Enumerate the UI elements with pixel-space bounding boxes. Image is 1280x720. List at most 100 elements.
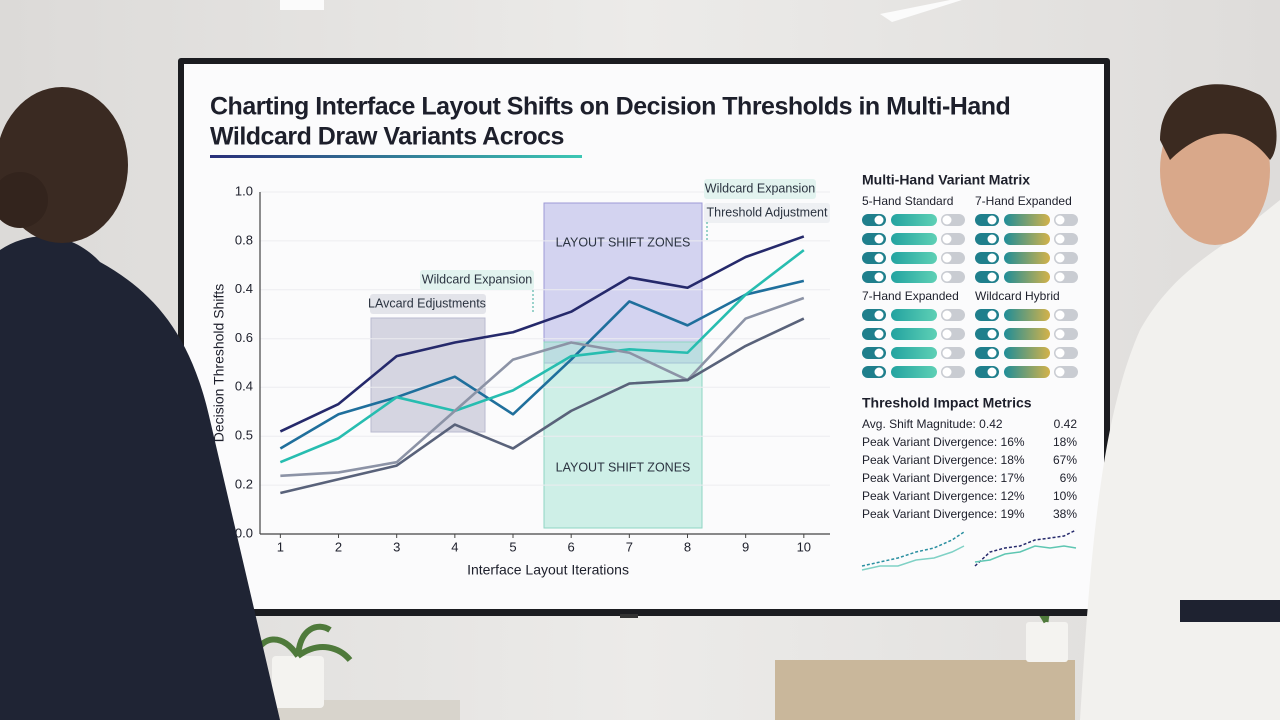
- person-right: [1080, 200, 1280, 720]
- annotation: LAvcard Edjustments: [368, 296, 486, 310]
- ceiling-light: [280, 0, 324, 10]
- series-line: [279, 279, 805, 450]
- metric-value: 18%: [1053, 435, 1077, 449]
- variant-bar: [1004, 271, 1050, 283]
- variant-group-title: 7-Hand Expanded: [975, 194, 1072, 208]
- annotation-box: [370, 294, 486, 314]
- ceiling-light: [880, 0, 962, 22]
- matrix-title: Multi-Hand Variant Matrix: [862, 172, 1030, 188]
- variant-bar: [1004, 366, 1050, 378]
- annotation: LAYOUT SHIFT ZONES: [556, 460, 691, 474]
- toggle-knob: [987, 272, 997, 282]
- toggle-knob: [942, 329, 952, 339]
- toggle-knob: [1055, 215, 1065, 225]
- series-line: [279, 235, 805, 433]
- title-underline: [210, 155, 582, 158]
- sparkline: [861, 531, 965, 567]
- toggle-knob: [987, 329, 997, 339]
- person-right-hair: [1160, 84, 1277, 160]
- toggle-knob: [874, 348, 884, 358]
- toggle-knob: [1055, 253, 1065, 263]
- annotation-box: [420, 270, 534, 290]
- planter: [272, 656, 324, 708]
- toggle-knob: [987, 253, 997, 263]
- person-left-hair: [0, 172, 48, 228]
- metric-label: Peak Variant Divergence: 17%: [862, 471, 1025, 485]
- series-line: [280, 317, 805, 495]
- toggle-knob: [942, 234, 952, 244]
- toggle-knob: [942, 348, 952, 358]
- y-tick-label: 0.2: [235, 477, 253, 492]
- toggle-knob: [1055, 272, 1065, 282]
- x-tick-label: 8: [684, 539, 691, 554]
- variant-bar: [1004, 252, 1050, 264]
- metric-label: Peak Variant Divergence: 16%: [862, 435, 1025, 449]
- metric-label: Peak Variant Divergence: 19%: [862, 507, 1025, 521]
- x-tick-label: 10: [797, 539, 811, 554]
- toggle-knob: [1055, 329, 1065, 339]
- metrics-title: Threshold Impact Metrics: [862, 395, 1032, 411]
- cabinet: [775, 660, 1075, 720]
- variant-bar: [891, 347, 937, 359]
- annotation: Wildcard Expansion: [422, 272, 533, 286]
- toggle-knob: [987, 234, 997, 244]
- y-axis-label: Decision Threshold Shifts: [211, 284, 227, 442]
- chart-title-line: Wildcard Draw Variants Acrocs: [210, 123, 564, 151]
- annotation-box: [704, 203, 830, 223]
- variant-bar: [891, 328, 937, 340]
- annotation-box: [704, 179, 816, 199]
- person-right-belt: [1180, 600, 1280, 622]
- toggle-knob: [1055, 234, 1065, 244]
- toggle-knob: [1055, 348, 1065, 358]
- y-tick-label: 0.0: [235, 525, 253, 540]
- y-tick-label: 0.8: [235, 232, 253, 247]
- toggle-knob: [942, 310, 952, 320]
- shift-zone-bottom: [543, 341, 703, 529]
- toggle-knob: [874, 310, 884, 320]
- y-tick-label: 0.5: [235, 428, 253, 443]
- toggle-knob: [874, 329, 884, 339]
- toggle-knob: [1055, 310, 1065, 320]
- metric-value: 6%: [1060, 471, 1078, 485]
- series-line: [280, 296, 805, 478]
- x-tick-label: 1: [277, 539, 284, 554]
- toggle-knob: [942, 272, 952, 282]
- x-tick-label: 2: [335, 539, 342, 554]
- x-axis-label: Interface Layout Iterations: [467, 562, 629, 578]
- variant-group-title: Wildcard Hybrid: [975, 289, 1060, 303]
- toggle-knob: [987, 367, 997, 377]
- person-left: [0, 236, 280, 720]
- toggle-knob: [874, 215, 884, 225]
- metric-label: Avg. Shift Magnitude: 0.42: [862, 417, 1003, 431]
- variant-bar: [891, 271, 937, 283]
- x-tick-label: 9: [742, 539, 749, 554]
- toggle-knob: [874, 367, 884, 377]
- series-line: [279, 249, 805, 464]
- toggle-knob: [874, 253, 884, 263]
- y-tick-label: 0.6: [235, 330, 253, 345]
- planter: [1026, 622, 1068, 662]
- x-tick-label: 3: [393, 539, 400, 554]
- screen-logo: [620, 614, 638, 618]
- y-tick-label: 1.0: [235, 183, 253, 198]
- annotation: Threshold Adjustment: [707, 205, 828, 219]
- metric-value: 10%: [1053, 489, 1077, 503]
- toggle-knob: [987, 215, 997, 225]
- variant-bar: [1004, 328, 1050, 340]
- sparkline: [974, 545, 1077, 563]
- variant-bar: [891, 252, 937, 264]
- toggle-knob: [987, 310, 997, 320]
- variant-bar: [891, 214, 937, 226]
- variant-bar: [1004, 214, 1050, 226]
- metric-value: 67%: [1053, 453, 1077, 467]
- x-tick-label: 6: [568, 539, 575, 554]
- toggle-knob: [942, 367, 952, 377]
- variant-bar: [1004, 233, 1050, 245]
- metric-value: 38%: [1053, 507, 1077, 521]
- variant-bar: [891, 233, 937, 245]
- metric-label: Peak Variant Divergence: 18%: [862, 453, 1025, 467]
- annotation: Wildcard Expansion: [705, 181, 816, 195]
- variant-bar: [891, 309, 937, 321]
